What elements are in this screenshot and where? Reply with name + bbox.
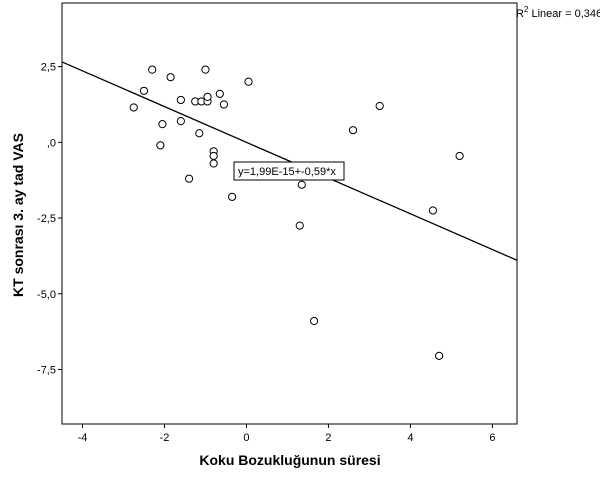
data-point	[209, 159, 218, 168]
y-tick-label: -7,5	[37, 364, 56, 376]
data-point	[455, 151, 464, 161]
data-point	[375, 101, 384, 111]
data-point	[176, 95, 185, 105]
x-tick-label: 4	[407, 432, 413, 444]
data-point	[428, 206, 438, 215]
data-point	[219, 100, 229, 109]
x-tick-label: 2	[325, 432, 331, 444]
x-tick-label: -2	[160, 432, 170, 444]
y-axis-ticks: 2,5 ,0 -2,5 -5,0 -7,5	[37, 62, 62, 376]
data-point	[166, 73, 175, 82]
data-point	[348, 126, 358, 135]
data-points	[129, 65, 464, 360]
y-tick-label: -5,0	[37, 289, 56, 301]
data-point	[297, 180, 306, 189]
data-point	[195, 129, 204, 138]
data-point	[209, 151, 218, 161]
y-axis-title: KT sonrası 3. ay tad VAS	[10, 133, 26, 297]
x-axis-title: Koku Bozukluğunun süresi	[199, 452, 380, 468]
data-point	[156, 141, 165, 150]
data-point	[176, 117, 185, 126]
plot-frame	[61, 2, 518, 425]
x-tick-label: 6	[489, 432, 495, 444]
regression-line	[61, 61, 518, 261]
data-point	[309, 316, 319, 326]
data-point	[435, 351, 444, 360]
data-point	[201, 65, 210, 74]
data-point	[228, 192, 237, 201]
x-axis-ticks: -4 -2 0 2 4 6	[78, 424, 495, 444]
data-point	[158, 120, 167, 129]
r-squared-label: R2 Linear = 0,346	[516, 5, 600, 20]
data-point	[139, 86, 149, 95]
data-point	[215, 89, 224, 98]
y-tick-label: ,0	[47, 137, 56, 149]
equation-box: y=1,99E-15+-0,59*x	[233, 161, 345, 181]
data-point	[244, 77, 253, 86]
y-tick-label: -2,5	[37, 213, 56, 225]
data-point	[295, 221, 304, 230]
x-tick-label: 0	[243, 432, 249, 444]
x-tick-label: -4	[78, 432, 88, 444]
data-point	[203, 92, 212, 101]
equation-label: y=1,99E-15+-0,59*x	[238, 166, 336, 178]
data-point	[148, 65, 157, 74]
data-point	[129, 103, 138, 112]
y-tick-label: 2,5	[41, 62, 56, 74]
data-point	[184, 174, 194, 183]
